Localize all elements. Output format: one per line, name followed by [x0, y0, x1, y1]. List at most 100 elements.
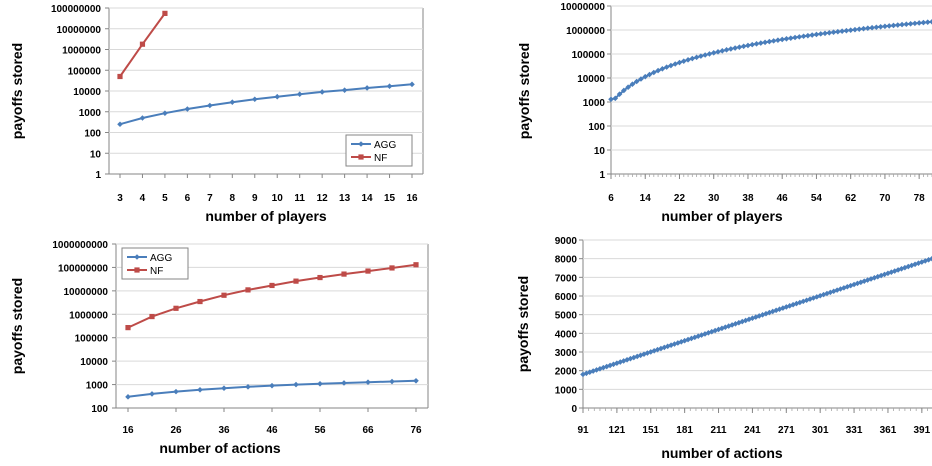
y-tick-label: 100000 [68, 66, 102, 77]
data-point-agg [184, 106, 191, 112]
data-point-agg [758, 40, 764, 46]
data-point-agg [813, 31, 820, 38]
x-tick-label: 151 [642, 425, 659, 436]
x-tick-label: 66 [362, 425, 374, 436]
x-tick-label: 241 [744, 425, 761, 436]
data-point-nf [221, 292, 227, 298]
data-point-agg [745, 42, 751, 49]
data-point-agg [817, 31, 824, 37]
data-point-agg [149, 391, 155, 397]
data-point-agg [907, 20, 914, 27]
y-tick-label: 10 [90, 149, 102, 160]
data-point-agg [844, 283, 851, 290]
y-axis-title: payoffs stored [515, 276, 531, 372]
x-tick-label: 38 [742, 193, 754, 204]
data-point-nf [149, 313, 155, 320]
data-point-agg [796, 34, 803, 40]
x-tick-label: 16 [406, 193, 418, 204]
x-tick-label: 30 [708, 193, 720, 204]
data-point-agg [902, 264, 908, 271]
y-tick-label: 10 [594, 146, 606, 157]
data-point-agg [702, 331, 708, 337]
y-tick-label: 1000 [555, 385, 578, 396]
data-point-agg [600, 364, 607, 371]
y-tick-label: 10000 [73, 87, 101, 98]
data-point-agg [689, 55, 696, 62]
data-point-agg [732, 45, 738, 51]
data-point-agg [834, 287, 840, 293]
data-point-agg [675, 340, 681, 346]
chart-players-log-large: 1 10 100 1000 10000 100000 1000000 10000000 6 14 2… [516, 2, 932, 224]
data-point-agg [766, 38, 773, 45]
data-point-agg [749, 315, 756, 322]
data-point-agg [739, 318, 746, 325]
data-point-agg [783, 36, 790, 42]
y-tick-label: 1000 [79, 108, 102, 119]
data-point-agg [800, 33, 807, 40]
data-point-agg [685, 57, 691, 63]
data-point-nf [125, 325, 131, 331]
x-tick-label: 5 [162, 193, 168, 204]
chart-players-log-small: 1 10 100 1000 10000 100000 1000000 10000000 1000… [9, 4, 424, 224]
data-point-agg [274, 93, 281, 100]
data-point-agg [693, 54, 700, 61]
data-point-agg [759, 312, 766, 318]
data-point-agg [245, 384, 251, 390]
series-line-agg [119, 83, 413, 126]
y-tick-label: 1000000000 [52, 240, 108, 251]
y-tick-label: 100 [91, 404, 108, 415]
data-point-agg [341, 87, 348, 93]
y-tick-label: 7000 [555, 273, 578, 284]
data-point-agg [710, 50, 717, 56]
data-point-agg [676, 59, 683, 66]
x-tick-label: 331 [846, 425, 863, 436]
x-axis-title: number of actions [159, 440, 281, 456]
data-point-agg [809, 32, 815, 38]
data-point-agg [852, 26, 858, 33]
data-point-agg [882, 23, 888, 30]
x-tick-label: 36 [218, 425, 230, 436]
data-point-agg [792, 34, 798, 41]
data-point-agg [871, 274, 878, 281]
data-point-agg [903, 21, 910, 27]
data-point-agg [807, 296, 813, 302]
y-tick-label: 5000 [555, 311, 578, 322]
x-tick-label: 56 [314, 425, 326, 436]
data-point-agg [672, 61, 678, 67]
data-point-agg [723, 47, 730, 53]
data-point-agg [797, 299, 803, 306]
data-point-agg [869, 24, 875, 31]
data-point-agg [655, 67, 661, 74]
x-tick-label: 70 [879, 193, 891, 204]
data-point-agg [629, 81, 636, 88]
x-tick-label: 271 [778, 425, 795, 436]
y-tick-label: 10000 [80, 357, 108, 368]
x-tick-label: 361 [880, 425, 897, 436]
x-tick-label: 9 [252, 193, 258, 204]
data-point-nf [173, 305, 179, 311]
y-axis-title: payoffs stored [516, 43, 532, 139]
data-point-nf [117, 73, 123, 80]
data-point-agg [841, 285, 847, 291]
data-point-agg [916, 20, 922, 26]
data-point-agg [912, 20, 918, 27]
data-point-agg [920, 19, 927, 26]
data-point-agg [695, 333, 702, 339]
legend-label-nf: NF [374, 153, 387, 164]
chart-actions-linear: 0 1000 2000 3000 4000 5000 6000 7000 8000 9000 91 1… [515, 236, 932, 461]
y-tick-label: 100000 [75, 334, 109, 345]
data-point-agg [826, 29, 833, 36]
x-tick-label: 11 [294, 193, 305, 204]
data-point-agg [610, 361, 617, 368]
data-point-agg [929, 18, 932, 25]
data-point-agg [929, 255, 932, 262]
data-point-agg [647, 349, 654, 355]
y-tick-label: 1 [95, 170, 101, 181]
x-tick-label: 54 [811, 193, 823, 204]
y-tick-label: 1000 [86, 381, 109, 392]
data-point-agg [769, 308, 776, 315]
data-point-nf [245, 287, 251, 293]
x-tick-label: 91 [577, 425, 589, 436]
data-point-agg [856, 26, 863, 32]
x-tick-label: 8 [230, 193, 236, 204]
